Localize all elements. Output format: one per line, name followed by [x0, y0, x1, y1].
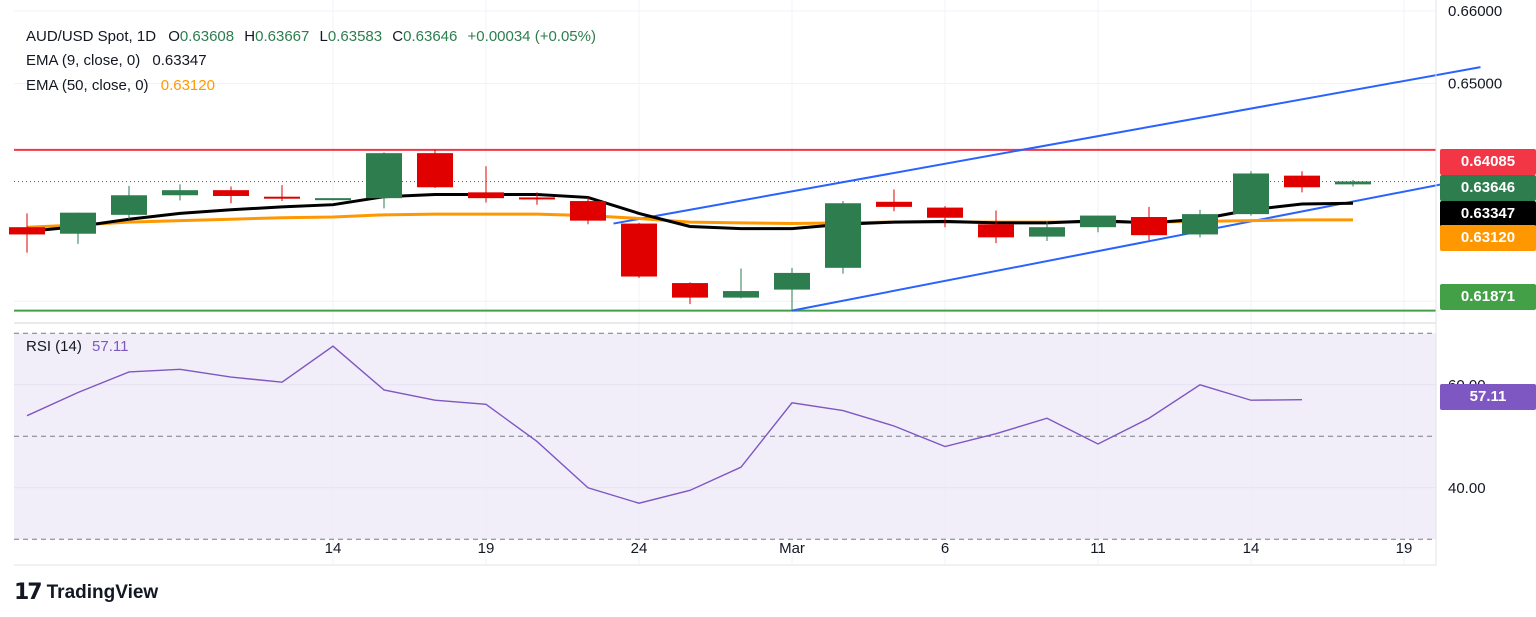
last-price-label: 0.63646 — [1440, 175, 1536, 201]
change-value: +0.00034 (+0.05%) — [467, 28, 596, 45]
high-value: 0.63667 — [255, 28, 310, 45]
rsi-pane: 40.0060.00 — [14, 332, 1486, 540]
bull-candle — [723, 291, 759, 298]
rsi-tick-label: 40.00 — [1448, 480, 1486, 497]
bull-candle — [162, 190, 198, 196]
bear-candle — [213, 190, 249, 196]
bull-candle — [60, 212, 96, 234]
low-value: 0.63583 — [327, 28, 383, 45]
price-tick-label: 0.65000 — [1448, 75, 1502, 92]
bear-candle — [1284, 175, 1320, 188]
ema50-price-label: 0.63120 — [1440, 225, 1536, 251]
bear-candle — [519, 197, 555, 200]
open-value: 0.63608 — [179, 28, 235, 45]
x-tick-label: 14 — [1243, 540, 1260, 557]
tradingview-logo-text: TradingView — [46, 581, 159, 603]
tradingview-logo-icon: 17 — [14, 580, 43, 605]
bull-candle — [366, 153, 402, 199]
low-label: L — [319, 28, 328, 45]
bull-candle — [1233, 173, 1269, 215]
open-label: O — [168, 28, 180, 45]
bull-candle — [825, 203, 861, 268]
bear-candle — [672, 283, 708, 298]
rsi-line — [26, 345, 1303, 504]
rsi-legend: RSI (14) 57.11 — [26, 338, 128, 355]
bull-candle — [1335, 181, 1371, 185]
symbol-title: AUD/USD Spot, 1D — [26, 28, 157, 45]
x-tick-label: 11 — [1090, 540, 1106, 557]
support-price-label: 0.61871 — [1440, 284, 1536, 310]
bear-candle — [468, 192, 504, 199]
x-tick-label: 19 — [1396, 540, 1413, 557]
bull-candle — [315, 198, 351, 201]
ema9-label: EMA (9, close, 0) — [26, 52, 141, 69]
bear-candle — [264, 196, 300, 199]
close-value: 0.63646 — [403, 28, 458, 45]
bear-candle — [1131, 217, 1167, 236]
bull-candle — [1182, 214, 1218, 235]
ema50-label: EMA (50, close, 0) — [26, 77, 149, 94]
ema9-legend-value: 0.63347 — [152, 52, 207, 69]
channel-upper-line — [613, 66, 1481, 225]
resistance-price-label: 0.64085 — [1440, 149, 1536, 175]
ema9-legend: EMA (9, close, 0) 0.63347 — [26, 52, 207, 69]
ema50-legend-value: 0.63120 — [160, 77, 215, 94]
x-tick-label: 24 — [631, 540, 648, 557]
x-tick-label: 19 — [478, 540, 495, 557]
x-axis: 14 19 24 Mar 6 11 14 19 — [325, 540, 1413, 557]
bear-candle — [927, 207, 963, 218]
high-label: H — [244, 28, 256, 45]
channel-lower-line — [791, 175, 1481, 312]
bull-candle — [1080, 215, 1116, 228]
tradingview-logo[interactable]: 17 TradingView — [14, 580, 158, 605]
bear-candle — [570, 201, 606, 221]
bear-candle — [417, 153, 453, 188]
bear-candle — [621, 223, 657, 277]
bear-candle — [978, 224, 1014, 238]
rsi-label: RSI (14) — [26, 338, 82, 355]
ema50-legend: EMA (50, close, 0) 0.63120 — [26, 77, 215, 94]
x-tick-label: 14 — [325, 540, 342, 557]
close-label: C — [392, 28, 404, 45]
bear-candle — [876, 201, 912, 207]
bear-candle — [9, 227, 45, 235]
rsi-price-label: 57.11 — [1440, 384, 1536, 410]
bull-candle — [1029, 227, 1065, 237]
price-tick-label: 0.66000 — [1448, 3, 1502, 20]
bull-candle — [774, 272, 810, 290]
price-pane — [9, 66, 1481, 312]
bull-candle — [111, 195, 147, 215]
x-tick-label: Mar — [779, 540, 805, 557]
rsi-legend-value: 57.11 — [92, 338, 129, 355]
x-tick-label: 6 — [941, 540, 949, 557]
ema9-price-label: 0.63347 — [1440, 201, 1536, 227]
symbol-legend: AUD/USD Spot, 1D O0.63608 H0.63667 L0.63… — [26, 28, 596, 45]
